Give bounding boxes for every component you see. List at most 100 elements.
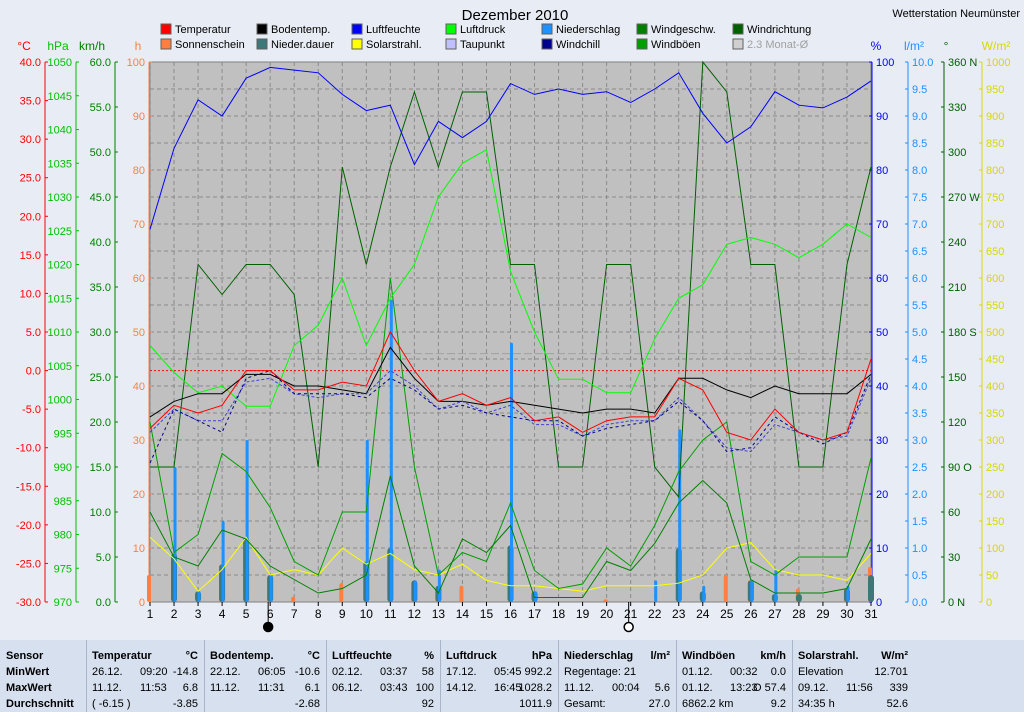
x-tick-label: 25 [720, 607, 734, 621]
sunshine-bar [459, 585, 464, 602]
precipitation-bar [413, 580, 417, 602]
axis-tick-label: 80 [133, 165, 145, 177]
precipitation-bar [269, 575, 273, 602]
legend-swatch [160, 23, 172, 35]
axis-tick-label: 1035 [48, 158, 72, 170]
x-tick-label: 6 [267, 607, 274, 621]
stats-header-row: Temperatur °C [92, 648, 198, 664]
axis-tick-label: 970 [54, 597, 72, 609]
stats-cell: 22.12. [210, 666, 241, 678]
axis-tick-label: 200 [986, 489, 1004, 501]
stats-column: Temperatur °C 26.12. 09:20 -14.8 11.12. 11:53 6… [86, 640, 205, 712]
stats-column: Bodentemp. °C 22.12. 06:05 -10.6 11.12. 11:31 6… [204, 640, 327, 712]
axis-tick-label: 20.0 [90, 417, 111, 429]
axis-tick-label: 40 [876, 381, 888, 393]
stats-header: Solarstrahl. [798, 650, 859, 662]
axis-tick-label: 100 [986, 543, 1004, 555]
x-tick-label: 27 [768, 607, 782, 621]
stats-value: 12.701 [874, 666, 908, 678]
stats-row: 06.12. 03:43 100 [332, 680, 434, 696]
stats-cell: 06:05 [258, 666, 286, 678]
stats-row: 11.12. 11:31 6.1 [210, 680, 320, 696]
stats-header-row: Niederschlag l/m² [564, 648, 670, 664]
axis-tick-label: 5.0 [26, 327, 41, 339]
axis-tick-label: 50 [876, 327, 888, 339]
stats-column: Luftdruck hPa 17.12. 05:45 992.2 14.12. 16:45 1… [440, 640, 559, 712]
axis-unit-label: % [871, 39, 882, 53]
precipitation-bar [846, 585, 850, 602]
stats-row: 34:35 h 52.6 [798, 696, 908, 712]
stats-value: 9.2 [770, 698, 786, 710]
legend-swatch [636, 23, 648, 35]
legend-swatch [160, 38, 172, 50]
stats-value: 100 [415, 682, 434, 694]
axis-tick-label: 985 [54, 496, 72, 508]
stats-value: 6.8 [182, 682, 198, 694]
pressure-line [149, 149, 872, 407]
stats-row: 17.12. 05:45 992.2 [446, 664, 552, 680]
solar-line [149, 536, 872, 592]
weather-chart: °C40.035.030.025.020.015.010.05.00.0-5.0… [15, 7, 1021, 633]
axis-unit-label: h [135, 39, 142, 53]
axis-tick-label: 1000 [986, 57, 1010, 69]
axis-tick-label: 980 [54, 530, 72, 542]
stats-row: 09.12. 11:56 339 [798, 680, 908, 696]
axis-tick-label: 1005 [48, 361, 72, 373]
stats-column: Sensor MinWert MaxWert Durchschnitt [0, 640, 87, 712]
axes: °C40.035.030.025.020.015.010.05.00.0-5.0… [16, 39, 1010, 633]
x-tick-label: 4 [219, 607, 226, 621]
axis-tick-label: 6.0 [912, 273, 927, 285]
axis-tick-label: 30.0 [20, 134, 41, 146]
axis-tick-label: 360 N [948, 57, 977, 69]
stats-header: Bodentemp. [210, 650, 274, 662]
stats-cell: 11:56 [846, 682, 873, 694]
axis-tick-label: 7.5 [912, 192, 927, 204]
x-tick-label: 7 [291, 607, 298, 621]
stats-unit: % [424, 650, 434, 662]
stats-value: 1028.2 [518, 682, 552, 694]
axis-tick-label: 100 [127, 57, 145, 69]
stats-row: Durchschnitt [6, 696, 80, 712]
legend-label: Nieder.dauer [271, 39, 334, 51]
axis-tick-label: 30 [948, 552, 960, 564]
axis-tick-label: 450 [986, 354, 1004, 366]
axis-tick-label: 10.0 [90, 507, 111, 519]
stats-value: -2.68 [294, 698, 320, 710]
x-tick-label: 11 [384, 607, 397, 621]
axis-tick-label: 70 [133, 219, 145, 231]
sunshine-bar [723, 575, 728, 602]
stats-row-label: MinWert [6, 666, 50, 678]
stats-cell: 05:45 [494, 666, 522, 678]
axis-tick-label: 1015 [48, 293, 72, 305]
axis-tick-label: 40 [133, 381, 145, 393]
stats-row: -2.68 [210, 696, 320, 712]
stats-header: Luftdruck [446, 650, 497, 662]
axis-tick-label: 10.0 [912, 57, 933, 69]
stats-value: -3.85 [172, 698, 198, 710]
stats-cell: 00:04 [612, 682, 640, 694]
axis-tick-label: 1020 [48, 260, 72, 272]
series-layer [147, 60, 874, 602]
axis-tick-label: 1045 [48, 91, 72, 103]
legend-swatch [732, 23, 744, 35]
precipitation-bar [173, 467, 177, 602]
stats-value: -10.6 [294, 666, 320, 678]
axis-tick-label: 15.0 [20, 250, 41, 262]
stats-unit: °C [307, 650, 320, 662]
axis-tick-label: 900 [986, 111, 1004, 123]
precip-duration-bar [795, 593, 802, 602]
axis-tick-label: 150 [948, 372, 966, 384]
stats-cell: Gesamt: [564, 698, 606, 710]
precipitation-bar [389, 299, 393, 602]
stats-cell: Elevation [798, 666, 844, 678]
axis-tick-label: 70 [876, 219, 888, 231]
x-tick-label: 10 [360, 607, 374, 621]
stats-unit: hPa [531, 650, 552, 662]
axis-tick-label: 1.0 [912, 543, 927, 555]
stats-row-label: MaxWert [6, 682, 52, 694]
precipitation-bar [654, 580, 658, 602]
legend-swatch [256, 38, 268, 50]
stats-header: Temperatur [92, 650, 152, 662]
sunshine-bar [291, 596, 296, 602]
stats-header-row: Windböen km/h [682, 648, 786, 664]
